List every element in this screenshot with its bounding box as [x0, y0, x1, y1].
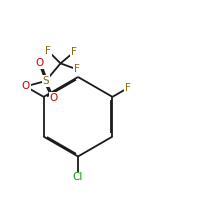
Text: F: F: [45, 46, 51, 56]
Text: F: F: [125, 83, 131, 93]
Text: F: F: [74, 64, 80, 74]
Text: O: O: [35, 58, 43, 68]
Text: F: F: [71, 47, 77, 57]
Text: Cl: Cl: [73, 172, 83, 182]
Text: O: O: [21, 81, 30, 91]
Text: S: S: [42, 76, 49, 86]
Text: O: O: [50, 93, 58, 103]
